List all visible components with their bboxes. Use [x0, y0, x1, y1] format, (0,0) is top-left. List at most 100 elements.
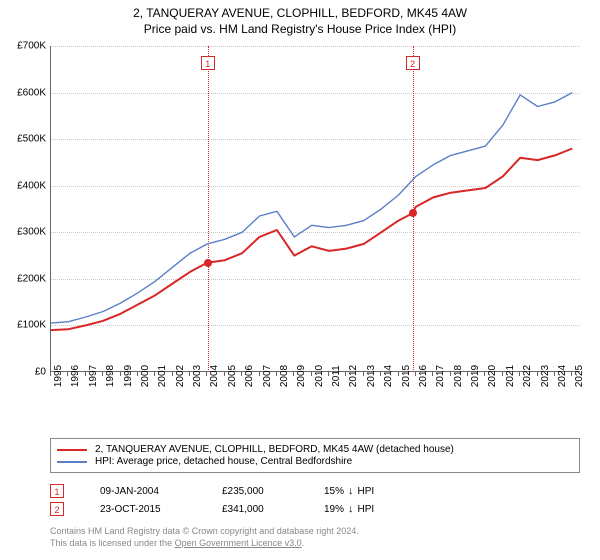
title-subtitle: Price paid vs. HM Land Registry's House … — [0, 22, 600, 36]
x-tick — [311, 372, 312, 376]
event-point — [409, 209, 417, 217]
footer-attribution: Contains HM Land Registry data © Crown c… — [50, 526, 359, 549]
chart-area: 12 £0£100K£200K£300K£400K£500K£600K£700K… — [50, 46, 580, 396]
x-axis-label: 2000 — [140, 365, 151, 387]
x-tick — [224, 372, 225, 376]
y-axis-label: £100K — [17, 320, 46, 331]
down-arrow-icon: ↓ — [348, 503, 354, 515]
x-axis-label: 2010 — [314, 365, 325, 387]
x-tick — [571, 372, 572, 376]
x-tick — [502, 372, 503, 376]
x-axis-label: 2019 — [470, 365, 481, 387]
y-axis-label: £600K — [17, 87, 46, 98]
x-axis-label: 1999 — [123, 365, 134, 387]
x-tick — [519, 372, 520, 376]
event-price: £341,000 — [222, 504, 298, 515]
x-tick — [154, 372, 155, 376]
x-tick — [293, 372, 294, 376]
x-tick — [85, 372, 86, 376]
plot-area: 12 — [50, 46, 580, 372]
event-row-marker: 1 — [50, 484, 64, 498]
x-axis-label: 2015 — [401, 365, 412, 387]
x-axis-label: 2007 — [262, 365, 273, 387]
title-block: 2, TANQUERAY AVENUE, CLOPHILL, BEDFORD, … — [0, 0, 600, 36]
x-tick — [328, 372, 329, 376]
licence-link[interactable]: Open Government Licence v3.0 — [175, 538, 302, 548]
x-axis-label: 1997 — [88, 365, 99, 387]
x-axis-label: 2021 — [505, 365, 516, 387]
x-tick — [467, 372, 468, 376]
x-axis-label: 2006 — [244, 365, 255, 387]
x-axis-label: 2013 — [366, 365, 377, 387]
footer-line2: This data is licensed under the Open Gov… — [50, 538, 359, 550]
legend-box: 2, TANQUERAY AVENUE, CLOPHILL, BEDFORD, … — [50, 438, 580, 473]
legend-item: 2, TANQUERAY AVENUE, CLOPHILL, BEDFORD, … — [57, 444, 573, 455]
event-row: 2 23-OCT-2015 £341,000 19%↓HPI — [50, 502, 580, 516]
y-axis-label: £700K — [17, 41, 46, 52]
x-axis-label: 1998 — [105, 365, 116, 387]
x-axis-label: 2004 — [209, 365, 220, 387]
chart-container: 2, TANQUERAY AVENUE, CLOPHILL, BEDFORD, … — [0, 0, 600, 560]
x-axis-label: 2020 — [487, 365, 498, 387]
x-axis-label: 2024 — [557, 365, 568, 387]
event-diff: 19%↓HPI — [324, 503, 374, 515]
x-axis-label: 2023 — [540, 365, 551, 387]
x-tick — [276, 372, 277, 376]
legend-swatch — [57, 461, 87, 463]
x-axis-label: 2003 — [192, 365, 203, 387]
x-axis-label: 2009 — [296, 365, 307, 387]
event-diff: 15%↓HPI — [324, 485, 374, 497]
series-hpi — [51, 93, 572, 324]
x-axis-label: 2022 — [522, 365, 533, 387]
y-axis-label: £0 — [35, 367, 46, 378]
footer-line1: Contains HM Land Registry data © Crown c… — [50, 526, 359, 538]
y-axis-label: £200K — [17, 273, 46, 284]
y-axis-label: £500K — [17, 134, 46, 145]
x-tick — [241, 372, 242, 376]
y-axis-label: £400K — [17, 180, 46, 191]
legend-label: 2, TANQUERAY AVENUE, CLOPHILL, BEDFORD, … — [95, 444, 454, 455]
legend-swatch — [57, 449, 87, 451]
x-axis-label: 2017 — [435, 365, 446, 387]
x-tick — [102, 372, 103, 376]
x-tick — [206, 372, 207, 376]
event-row-marker: 2 — [50, 502, 64, 516]
x-tick — [345, 372, 346, 376]
x-axis-label: 2012 — [348, 365, 359, 387]
series-price_paid — [51, 149, 572, 331]
legend-item: HPI: Average price, detached house, Cent… — [57, 456, 573, 467]
x-tick — [120, 372, 121, 376]
x-axis-label: 1995 — [53, 365, 64, 387]
event-price: £235,000 — [222, 486, 298, 497]
event-date: 09-JAN-2004 — [100, 486, 196, 497]
x-axis-label: 2002 — [175, 365, 186, 387]
x-axis-label: 2016 — [418, 365, 429, 387]
x-tick — [450, 372, 451, 376]
x-axis-label: 2025 — [574, 365, 585, 387]
x-tick — [415, 372, 416, 376]
x-tick — [537, 372, 538, 376]
x-tick — [484, 372, 485, 376]
legend-label: HPI: Average price, detached house, Cent… — [95, 456, 352, 467]
events-table: 1 09-JAN-2004 £235,000 15%↓HPI 2 23-OCT-2015 £… — [50, 480, 580, 520]
x-tick — [380, 372, 381, 376]
x-tick — [432, 372, 433, 376]
x-tick — [172, 372, 173, 376]
x-tick — [67, 372, 68, 376]
x-axis-label: 1996 — [70, 365, 81, 387]
x-tick — [363, 372, 364, 376]
event-date: 23-OCT-2015 — [100, 504, 196, 515]
down-arrow-icon: ↓ — [348, 485, 354, 497]
x-tick — [50, 372, 51, 376]
x-axis-label: 2001 — [157, 365, 168, 387]
y-axis-label: £300K — [17, 227, 46, 238]
x-axis-label: 2018 — [453, 365, 464, 387]
x-axis-label: 2005 — [227, 365, 238, 387]
x-tick — [398, 372, 399, 376]
x-tick — [137, 372, 138, 376]
x-axis-label: 2011 — [331, 365, 342, 387]
x-tick — [259, 372, 260, 376]
x-tick — [189, 372, 190, 376]
line-series-svg — [51, 46, 581, 372]
event-row: 1 09-JAN-2004 £235,000 15%↓HPI — [50, 484, 580, 498]
